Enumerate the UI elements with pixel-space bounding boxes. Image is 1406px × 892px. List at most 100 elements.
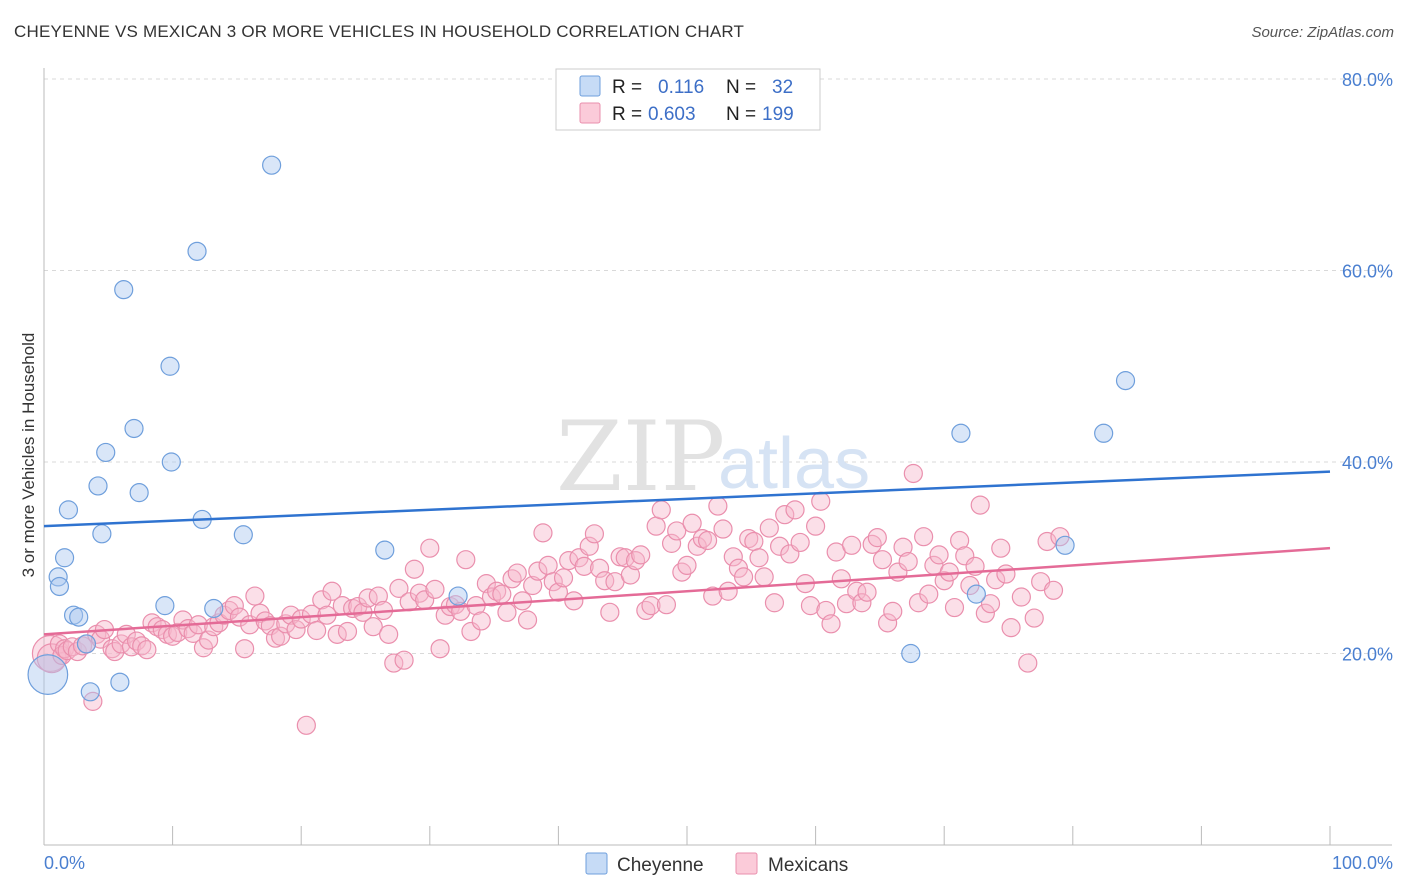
trend-lines [43,470,1331,636]
mexican-point [420,538,440,558]
cheyenne-point [124,418,144,439]
mexican-point [1001,618,1021,638]
mexican-point [919,584,939,604]
mexican-point [523,575,543,596]
mexican-point [487,581,507,601]
mexican-point [1024,608,1044,628]
cheyenne-point [88,476,108,496]
mexican-point [744,531,764,552]
mexican-point [1043,580,1064,600]
chart-title: CHEYENNE VS MEXICAN 3 OR MORE VEHICLES I… [14,22,745,41]
mexican-point [975,603,995,623]
mexican-point [903,463,923,484]
mexican-point [163,626,183,646]
mexican-point [497,602,517,622]
grid-lines [44,78,1392,654]
mexican-point [955,546,975,566]
mexican-point [852,593,872,613]
mexican-point [842,535,862,555]
mexican-point [533,523,553,543]
mexican-point [121,637,142,657]
mexican-point [425,579,445,599]
mexican-point [404,559,424,579]
mexican-point [574,556,594,576]
mexican-point [553,568,574,588]
cheyenne-point [76,634,97,654]
mexican-point [471,611,491,631]
mexican-point [137,640,157,660]
legend-n-value-1: 32 [772,77,793,98]
mexican-point [389,578,409,598]
mexicans-trend-line [43,546,1331,636]
mexican-point [805,516,826,536]
mexican-point [898,551,918,572]
mexican-point [929,545,949,565]
mexican-point [703,586,723,606]
cheyenne-point [262,155,282,175]
mexican-point [102,639,122,659]
legend-swatch-cheyenne [579,75,601,97]
mexican-point [769,536,790,556]
mexican-point [847,581,867,601]
mexican-point [723,547,743,567]
mexican-point [286,619,306,640]
bottom-legend-swatch-cheyenne [585,852,608,875]
x-tick-labels: 0.0% 100.0% [44,853,1393,873]
cheyenne-point [58,500,79,520]
mexican-point [1018,653,1038,673]
y-tick-label: 80.0% [1342,70,1393,90]
cheyenne-point [48,567,68,587]
mexican-point [867,528,887,548]
mexican-point [739,528,759,549]
cheyenne-point [80,682,100,702]
y-tick-label: 20.0% [1342,645,1393,665]
mexican-point [749,548,769,568]
mexican-point [764,593,785,613]
mexican-point [548,582,569,602]
legend-n-label-1: N = [726,77,756,98]
bottom-legend-cheyenne: Cheyenne [617,855,704,876]
legend-n-label-2: N = [726,104,756,125]
mexican-point [517,610,538,630]
mexican-point [883,601,903,621]
mexican-point [625,551,646,571]
cheyenne-point [49,576,70,597]
mexican-point [785,500,805,520]
mexican-point [507,563,527,583]
mexican-point [811,491,831,511]
legend-r-label-2: R = [612,104,642,125]
cheyenne-point [1055,535,1075,555]
mexican-point [579,536,599,556]
mexican-point [708,496,728,516]
legend-r-value-2: 0.603 [648,104,696,125]
mexican-point [775,505,795,525]
mexican-point [584,524,605,544]
mexican-point [950,530,970,551]
mexican-point [368,586,388,606]
y-tick-label: 40.0% [1342,453,1393,473]
mexican-point [893,537,913,557]
axes [43,68,1392,846]
cheyenne-point [54,548,75,568]
mexican-point [132,636,152,656]
cheyenne-point [160,356,180,376]
mexican-point [713,519,733,539]
legend-r-label-1: R = [612,77,642,98]
mexican-point [1011,587,1031,607]
mexican-point [322,581,342,601]
cheyenne-point [901,643,921,664]
mexican-point [646,516,666,536]
data-points [27,155,1136,735]
x-tick-label: 100.0% [1332,853,1393,873]
bottom-legend-swatch-mexicans [735,852,758,875]
cheyenne-point [1094,423,1114,443]
mexican-point [461,621,481,642]
cheyenne-point [27,654,69,695]
mexican-point [363,617,383,637]
mexican-point [677,555,697,576]
cheyenne-point [96,442,116,463]
mexican-point [538,555,558,576]
cheyenne-point [92,524,112,544]
mexican-point [667,521,687,541]
